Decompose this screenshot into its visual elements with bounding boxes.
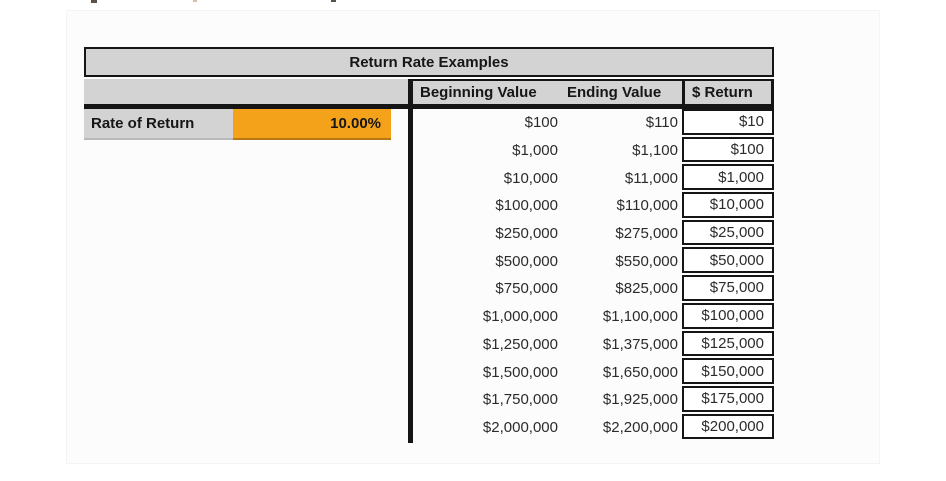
ending-value-cell: $275,000	[615, 225, 678, 243]
ending-value-cell: $825,000	[615, 280, 678, 298]
ending-value-cell: $110	[645, 114, 678, 132]
header-bottom-border	[84, 104, 774, 109]
table-row: $10,000 $11,000	[413, 164, 682, 192]
crop-artifact	[91, 0, 97, 3]
column-header-beginning-value: Beginning Value	[420, 84, 537, 101]
ending-value-cell: $11,000	[624, 169, 678, 187]
table-row: $100,000 $110,000	[413, 192, 682, 220]
value-columns-body: $100 $110 $1,000 $1,100 $10,000 $11,000 $100,0…	[413, 109, 682, 442]
dollar-return-column-body: $10 $100 $1,000 $10,000 $25,000 $50,000 $75,00…	[682, 109, 774, 441]
table-row: $1,750,000 $1,925,000	[413, 386, 682, 414]
column-header-row: Beginning Value Ending Value	[413, 79, 682, 104]
rate-of-return-input-cell[interactable]: 10.00%	[233, 109, 391, 140]
column-header-ending-value: Ending Value	[567, 84, 662, 101]
rate-of-return-label-text: Rate of Return	[91, 115, 195, 132]
beginning-value-cell: $100,000	[495, 197, 558, 215]
ending-value-cell: $1,375,000	[602, 335, 678, 353]
table-row: $1,000,000 $1,100,000	[413, 303, 682, 331]
dollar-return-cell: $100	[682, 136, 774, 163]
dollar-return-cell: $1,000	[682, 164, 774, 191]
beginning-value-cell: $2,000,000	[482, 418, 558, 436]
table-row: $1,500,000 $1,650,000	[413, 358, 682, 386]
dollar-return-cell: $10	[682, 109, 774, 135]
dollar-return-cell: $125,000	[682, 330, 774, 357]
table-row: $750,000 $825,000	[413, 275, 682, 303]
table-row: $2,000,000 $2,200,000	[413, 414, 682, 442]
dollar-return-cell: $10,000	[682, 192, 774, 218]
dollar-return-cell: $100,000	[682, 302, 774, 329]
rate-of-return-value: 10.00%	[330, 115, 381, 132]
column-header-dollar-return: $ Return	[682, 79, 774, 104]
table-title: Return Rate Examples	[349, 53, 509, 71]
ending-value-cell: $2,200,000	[602, 418, 678, 436]
header-spacer-cell	[84, 79, 408, 104]
beginning-value-cell: $500,000	[495, 252, 558, 270]
beginning-value-cell: $750,000	[495, 280, 558, 298]
table-title-bar: Return Rate Examples	[84, 47, 774, 77]
beginning-value-cell: $1,000	[512, 142, 558, 160]
column-divider-line	[408, 79, 413, 443]
ending-value-cell: $1,925,000	[602, 391, 678, 409]
table-row: $250,000 $275,000	[413, 220, 682, 248]
beginning-value-cell: $100	[524, 114, 558, 132]
beginning-value-cell: $1,000,000	[482, 308, 558, 326]
ending-value-cell: $1,100	[632, 142, 678, 160]
dollar-return-cell: $175,000	[682, 385, 774, 412]
beginning-value-cell: $250,000	[495, 225, 558, 243]
table-row: $1,250,000 $1,375,000	[413, 331, 682, 359]
beginning-value-cell: $1,250,000	[482, 335, 558, 353]
ending-value-cell: $550,000	[615, 252, 678, 270]
dollar-return-cell: $200,000	[682, 413, 774, 440]
rate-of-return-label: Rate of Return	[84, 109, 233, 140]
crop-artifact	[193, 0, 197, 2]
table-row: $100 $110	[413, 109, 682, 137]
beginning-value-cell: $1,750,000	[482, 391, 558, 409]
dollar-return-cell: $150,000	[682, 358, 774, 384]
dollar-return-cell: $75,000	[682, 275, 774, 301]
crop-artifact	[331, 0, 336, 2]
ending-value-cell: $110,000	[616, 197, 678, 215]
beginning-value-cell: $10,000	[503, 169, 558, 187]
table-row: $1,000 $1,100	[413, 137, 682, 165]
dollar-return-cell: $25,000	[682, 219, 774, 246]
table-row: $500,000 $550,000	[413, 247, 682, 275]
ending-value-cell: $1,100,000	[602, 308, 678, 326]
dollar-return-cell: $50,000	[682, 247, 774, 274]
column-header-dollar-return-label: $ Return	[692, 84, 753, 101]
ending-value-cell: $1,650,000	[602, 363, 678, 381]
beginning-value-cell: $1,500,000	[482, 363, 558, 381]
